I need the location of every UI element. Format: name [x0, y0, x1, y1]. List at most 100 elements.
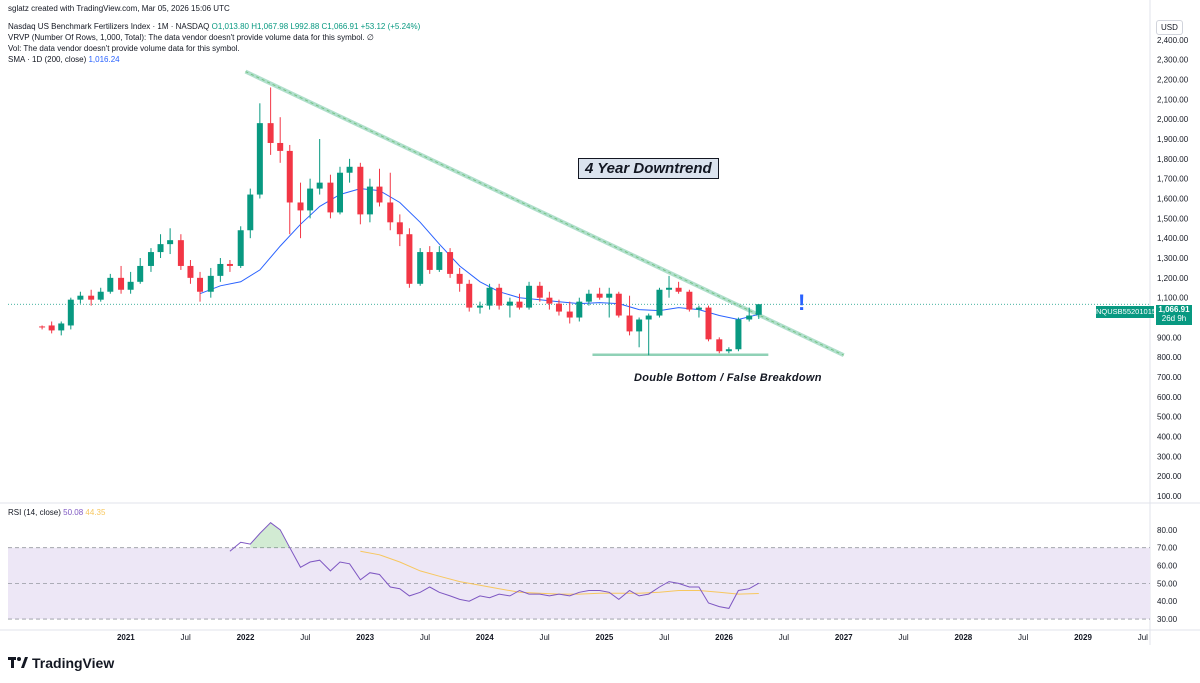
candle[interactable]	[39, 325, 46, 330]
candle[interactable]	[307, 178, 314, 219]
candle[interactable]	[197, 271, 204, 302]
candle[interactable]	[705, 305, 712, 342]
candle[interactable]	[615, 291, 622, 318]
candle[interactable]	[286, 144, 293, 235]
candle[interactable]	[536, 281, 543, 302]
alert-icon[interactable]: !	[798, 290, 806, 315]
candle[interactable]	[137, 258, 144, 284]
candle[interactable]	[496, 283, 503, 310]
candle[interactable]	[396, 214, 403, 247]
rsi-tick-label: 30.00	[1157, 615, 1178, 624]
candle[interactable]	[447, 248, 454, 278]
currency-button[interactable]: USD	[1156, 20, 1183, 35]
sma-legend[interactable]: SMA · 1D (200, close) 1,016.24	[8, 55, 120, 65]
candle[interactable]	[626, 295, 633, 336]
candle[interactable]	[97, 287, 104, 302]
candle[interactable]	[167, 228, 174, 255]
candle[interactable]	[436, 246, 443, 272]
rsi-line[interactable]	[229, 522, 760, 609]
candle[interactable]	[177, 234, 184, 270]
candle-body	[137, 265, 144, 282]
candle[interactable]	[417, 248, 424, 286]
candle[interactable]	[486, 283, 493, 310]
candle[interactable]	[58, 321, 65, 336]
candle[interactable]	[546, 291, 553, 310]
candle-body	[536, 285, 543, 298]
candle[interactable]	[337, 166, 344, 215]
candle[interactable]	[277, 117, 284, 163]
time-tick-label: 2028	[954, 633, 972, 642]
candle[interactable]	[267, 87, 274, 155]
candle[interactable]	[77, 291, 84, 304]
candle[interactable]	[357, 162, 364, 225]
candle[interactable]	[755, 304, 762, 319]
candle[interactable]	[526, 281, 533, 310]
candle[interactable]	[127, 271, 134, 294]
rsi-tick-label: 70.00	[1157, 544, 1178, 553]
candle[interactable]	[735, 317, 742, 352]
candle[interactable]	[645, 313, 652, 356]
tradingview-brand[interactable]: TradingView	[8, 655, 114, 671]
time-tick-label: Jul	[1018, 633, 1028, 642]
candle[interactable]	[426, 246, 433, 274]
candle[interactable]	[217, 258, 224, 282]
candle[interactable]	[67, 297, 74, 330]
symbol-name[interactable]: Nasdaq US Benchmark Fertilizers Index · …	[8, 22, 210, 31]
candle[interactable]	[596, 287, 603, 300]
candle[interactable]	[48, 321, 55, 334]
rsi-legend[interactable]: RSI (14, close) 50.08 44.35	[8, 508, 105, 518]
vrvp-legend[interactable]: VRVP (Number Of Rows, 1,000, Total): The…	[8, 33, 374, 42]
candle[interactable]	[256, 103, 263, 199]
candle[interactable]	[297, 182, 304, 239]
volume-legend[interactable]: Vol: The data vendor doesn't provide vol…	[8, 44, 240, 53]
sma-line[interactable]	[199, 188, 759, 321]
candle[interactable]	[387, 172, 394, 231]
candle[interactable]	[466, 279, 473, 312]
candle[interactable]	[107, 273, 114, 294]
candle[interactable]	[606, 287, 613, 318]
candle[interactable]	[516, 293, 523, 310]
symbol-header[interactable]: Nasdaq US Benchmark Fertilizers Index · …	[8, 22, 420, 32]
candle-body	[755, 304, 762, 315]
candle[interactable]	[555, 299, 562, 316]
candle[interactable]	[147, 248, 154, 272]
candle[interactable]	[237, 226, 244, 268]
candle[interactable]	[118, 265, 125, 294]
price-tick-label: 2,200.00	[1157, 76, 1189, 85]
candle[interactable]	[656, 287, 663, 318]
candle[interactable]	[675, 281, 682, 294]
candle[interactable]	[346, 158, 353, 183]
candle[interactable]	[585, 289, 592, 306]
candle[interactable]	[725, 347, 732, 354]
candle[interactable]	[376, 168, 383, 207]
candle[interactable]	[576, 297, 583, 322]
downtrend-label[interactable]: 4 Year Downtrend	[578, 158, 719, 179]
candle[interactable]	[88, 289, 95, 306]
candle[interactable]	[366, 178, 373, 223]
candle[interactable]	[666, 275, 673, 298]
candle[interactable]	[327, 174, 334, 219]
candle[interactable]	[316, 139, 323, 195]
candle[interactable]	[695, 305, 702, 318]
candle[interactable]	[686, 289, 693, 312]
candle[interactable]	[187, 260, 194, 284]
candle[interactable]	[746, 307, 753, 322]
candle[interactable]	[636, 317, 643, 348]
candle[interactable]	[247, 188, 254, 239]
candle[interactable]	[226, 260, 233, 272]
candle[interactable]	[566, 301, 573, 324]
candle[interactable]	[207, 267, 214, 298]
time-tick-label: 2025	[596, 633, 614, 642]
candle[interactable]	[406, 228, 413, 288]
candle-body	[486, 287, 493, 306]
candle[interactable]	[476, 301, 483, 314]
rsi-label: RSI (14, close)	[8, 508, 61, 517]
candle[interactable]	[157, 234, 164, 259]
candle[interactable]	[506, 297, 513, 318]
candle[interactable]	[716, 337, 723, 354]
price-tick-label: 500.00	[1157, 413, 1182, 422]
candle[interactable]	[456, 267, 463, 292]
price-tick-label: 1,800.00	[1157, 155, 1189, 164]
double-bottom-label[interactable]: Double Bottom / False Breakdown	[634, 372, 822, 384]
